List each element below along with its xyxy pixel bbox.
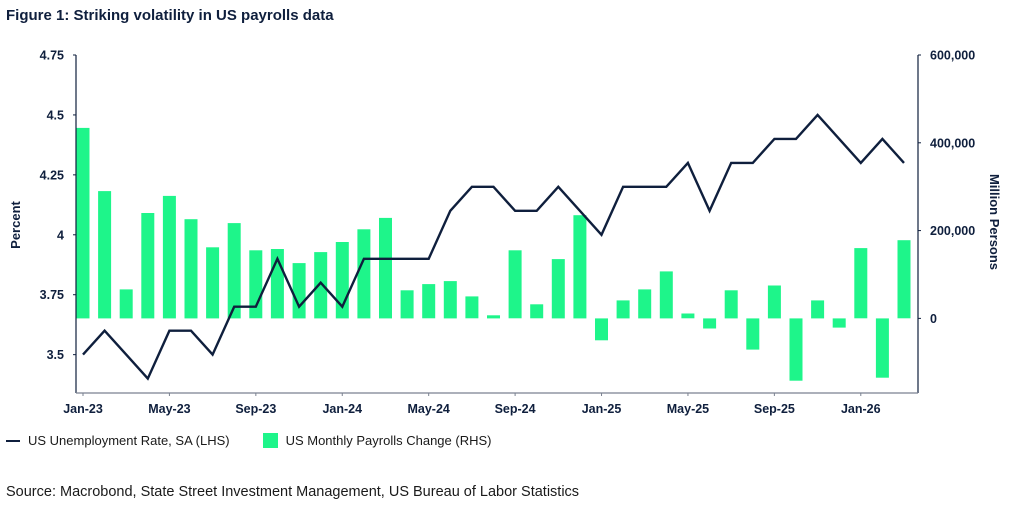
left-tick-label: 3.75 — [40, 288, 64, 302]
legend-line-swatch — [6, 439, 20, 442]
payroll-bar — [508, 250, 522, 319]
payroll-bar — [184, 219, 198, 319]
payroll-bar — [443, 281, 457, 319]
x-tick-label: Sep-23 — [235, 402, 276, 416]
payroll-bar — [162, 195, 176, 319]
payroll-bar — [487, 315, 500, 319]
payroll-bar — [638, 289, 652, 319]
left-tick-label: 4.75 — [40, 49, 64, 63]
x-tick-label: May-24 — [407, 402, 449, 416]
payroll-bar — [724, 290, 738, 319]
left-axis-title: Percent — [8, 200, 23, 248]
x-tick-label: Jan-23 — [63, 402, 103, 416]
chart-plot: 4.75 4.5 4.25 4 3.75 3.5 600,000 400,000 200,000… — [8, 49, 1002, 417]
legend-bar-swatch — [262, 433, 278, 448]
payroll-bar — [357, 229, 371, 319]
x-tick-label: May-23 — [148, 402, 190, 416]
payroll-bar — [206, 247, 220, 319]
right-tick-label: 200,000 — [930, 224, 975, 238]
axes-layer: 4.75 4.5 4.25 4 3.75 3.5 600,000 400,000 200,000… — [40, 49, 976, 417]
payroll-bar — [854, 248, 868, 319]
payroll-bar — [595, 318, 608, 341]
x-tick-label: Sep-24 — [495, 402, 536, 416]
payroll-bar — [789, 318, 803, 381]
left-tick-label: 4 — [57, 228, 64, 242]
x-tick-label: Jan-26 — [841, 402, 881, 416]
payroll-bar — [119, 289, 133, 319]
payroll-bar — [465, 296, 479, 319]
payroll-bar — [292, 263, 306, 319]
payroll-bar — [551, 259, 565, 319]
payroll-bar — [227, 223, 241, 319]
payroll-bar — [811, 300, 825, 319]
payroll-bar — [703, 318, 717, 329]
source-note: Source: Macrobond, State Street Investme… — [6, 484, 580, 500]
bars-layer — [76, 127, 911, 381]
payroll-bar — [530, 304, 544, 319]
payroll-bar — [573, 215, 587, 319]
payroll-bar — [659, 271, 673, 319]
line-layer — [82, 113, 905, 381]
x-tick-label: Jan-24 — [322, 402, 362, 416]
left-tick-label: 4.5 — [47, 108, 64, 122]
legend-line-label: US Unemployment Rate, SA (LHS) — [28, 433, 230, 448]
payroll-bar — [314, 252, 328, 319]
chart-title: Figure 1: Striking volatility in US payr… — [6, 7, 334, 24]
payroll-bar — [832, 318, 846, 328]
payroll-bar — [422, 284, 436, 319]
legend: US Unemployment Rate, SA (LHS) US Monthl… — [6, 433, 491, 448]
payroll-bar — [681, 313, 695, 319]
unemployment-rate-line — [82, 113, 905, 381]
right-tick-label: 0 — [930, 312, 937, 326]
payroll-bar — [249, 250, 263, 319]
left-tick-label: 4.25 — [40, 168, 64, 182]
payroll-bar — [76, 127, 90, 319]
payroll-bar — [897, 240, 911, 319]
left-tick-label: 3.5 — [47, 348, 64, 362]
payroll-bar — [379, 217, 392, 319]
payroll-bar — [746, 318, 760, 350]
right-axis-title: Million Persons — [987, 174, 1002, 270]
legend-bar-label: US Monthly Payrolls Change (RHS) — [285, 433, 492, 448]
payroll-bar — [875, 318, 889, 378]
x-tick-label: Jan-25 — [582, 402, 622, 416]
right-tick-label: 400,000 — [930, 136, 975, 150]
payroll-bar — [98, 191, 112, 319]
payroll-bar — [141, 213, 155, 319]
payroll-bar — [767, 285, 781, 319]
right-tick-label: 600,000 — [930, 49, 975, 63]
payroll-bar — [400, 290, 414, 319]
x-tick-label: Sep-25 — [754, 402, 795, 416]
payroll-bar — [616, 300, 630, 319]
x-tick-label: May-25 — [667, 402, 709, 416]
